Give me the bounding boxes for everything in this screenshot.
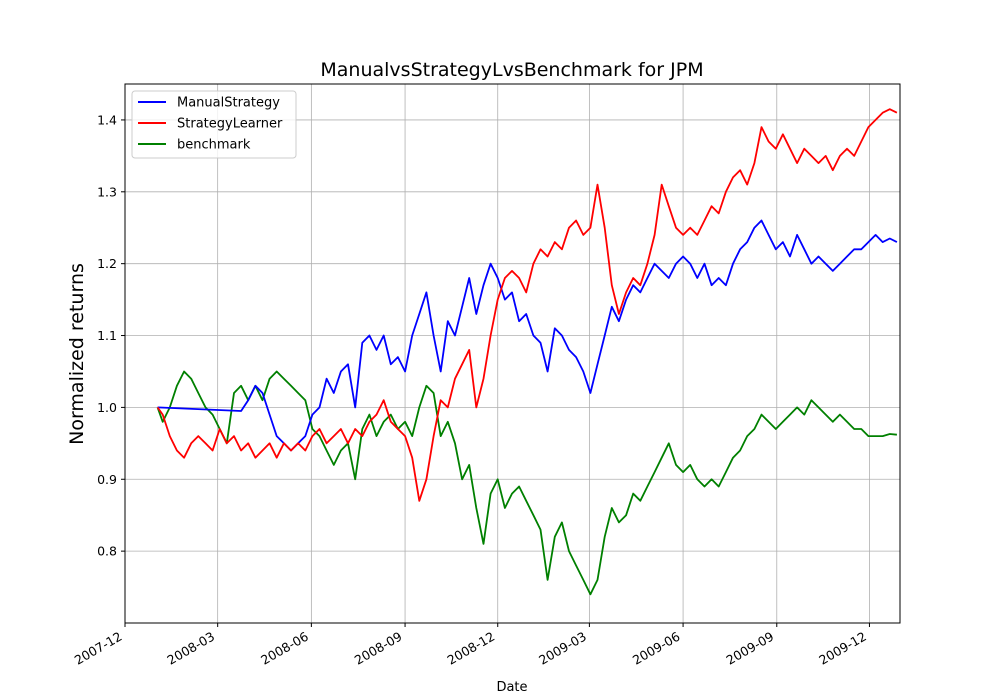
legend-label: ManualStrategy <box>177 96 280 111</box>
legend-label: benchmark <box>177 138 251 153</box>
y-tick-label: 0.9 <box>97 472 117 487</box>
series-line-ManualStrategy <box>157 219 898 452</box>
y-tick-label: 0.8 <box>97 544 117 559</box>
chart-title: ManualvsStrategyLvsBenchmark for JPM <box>320 59 703 81</box>
legend-box <box>131 90 297 159</box>
y-tick-label: 1.0 <box>97 400 117 415</box>
grid <box>124 84 900 623</box>
plot-frame <box>124 83 901 624</box>
series-line-benchmark <box>156 370 897 596</box>
y-tick-label: 1.3 <box>97 184 117 199</box>
y-axis: 0.8 0.9 1.0 1.1 1.2 1.3 1.4 <box>97 112 125 559</box>
legend: ManualStrategy StrategyLearner benchmark <box>131 90 297 159</box>
y-tick-label: 1.1 <box>97 328 117 343</box>
legend-label: StrategyLearner <box>177 117 283 132</box>
y-tick-label: 1.2 <box>97 256 117 271</box>
y-axis-label: Normalized returns <box>66 263 88 445</box>
series-line-StrategyLearner <box>156 108 898 502</box>
series-lines <box>156 108 898 596</box>
x-axis-label: Date <box>496 680 527 695</box>
y-tick-label: 1.4 <box>97 112 117 127</box>
